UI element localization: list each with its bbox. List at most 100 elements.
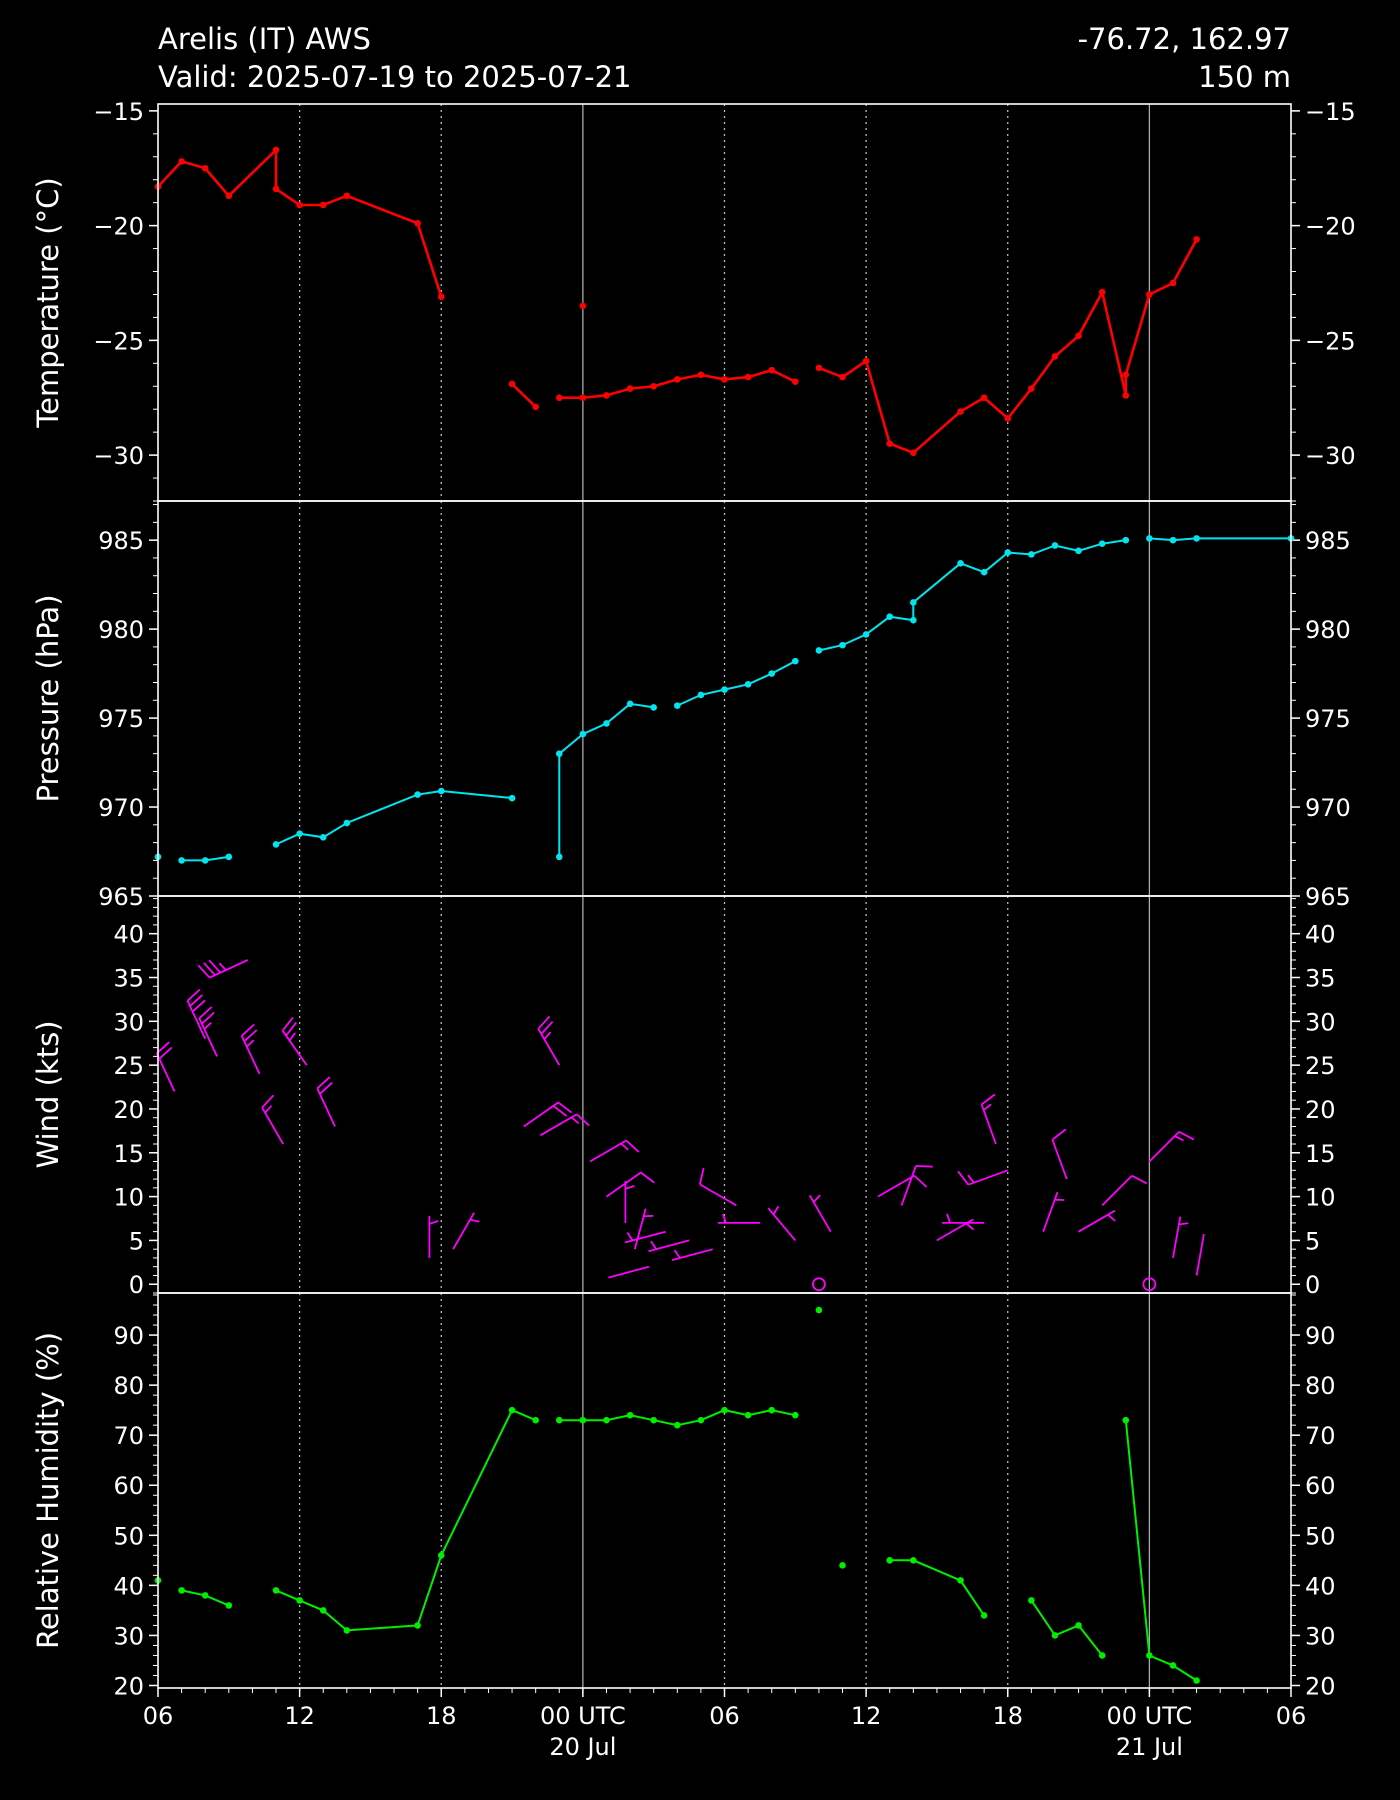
humidity-data-point <box>319 1607 327 1614</box>
humidity-data-point <box>1051 1632 1059 1639</box>
pressure-data-point <box>957 559 964 567</box>
y-tick-label: 60 <box>113 1472 144 1500</box>
temperature-series-line <box>511 383 537 408</box>
y-tick-label: 50 <box>113 1522 144 1550</box>
y-tick-label: −15 <box>93 98 144 126</box>
pressure-data-point <box>555 750 563 757</box>
pressure-data-point <box>343 819 351 827</box>
wind-barb <box>605 1171 655 1198</box>
temperature-data-point <box>1146 291 1153 298</box>
wind-barb <box>1078 1209 1116 1233</box>
y-tick-label: 25 <box>1305 1052 1336 1080</box>
pressure-data-point <box>579 730 587 738</box>
x-tick-label: 06 <box>1276 1702 1307 1730</box>
y-tick-label: 985 <box>98 527 144 555</box>
wind-barb <box>523 1101 573 1128</box>
y-tick-label: 5 <box>1305 1227 1320 1255</box>
pressure-data-point <box>839 641 846 649</box>
y-tick-label: 20 <box>113 1096 144 1124</box>
pressure-series-line <box>818 539 1126 652</box>
y-tick-label: 20 <box>1305 1672 1336 1700</box>
y-tick-label: −30 <box>93 442 144 470</box>
humidity-axis-label: Relative Humidity (%) <box>31 1332 65 1649</box>
x-tick-date-label: 21 Jul <box>1116 1733 1183 1761</box>
temperature-data-point <box>697 371 705 379</box>
temperature-data-point <box>296 201 303 209</box>
humidity-data-point <box>296 1597 303 1604</box>
y-tick-label: 90 <box>1305 1322 1336 1350</box>
humidity-data-point <box>1098 1652 1106 1659</box>
temperature-data-point <box>603 392 610 399</box>
wind-barb <box>198 1006 218 1057</box>
wind-barb <box>281 1016 308 1066</box>
pressure-data-point <box>886 613 894 620</box>
temperature-data-point <box>1122 371 1130 379</box>
y-tick-label: 35 <box>113 965 144 993</box>
wind-barb <box>608 1265 650 1279</box>
y-tick-label: 980 <box>98 616 144 644</box>
y-tick-label: 50 <box>1305 1522 1336 1550</box>
y-tick-label: −20 <box>93 213 144 241</box>
wind-barb <box>957 1169 1009 1186</box>
pressure-data-point <box>1193 535 1200 542</box>
x-tick-label: 06 <box>143 1702 174 1730</box>
pressure-data-point <box>768 670 776 677</box>
y-tick-label: 30 <box>113 1008 144 1036</box>
y-tick-label: 30 <box>113 1622 144 1650</box>
y-tick-label: 40 <box>1305 1572 1336 1600</box>
pressure-axis-label: Pressure (hPa) <box>31 594 65 802</box>
wind-barb <box>767 1205 796 1241</box>
y-tick-label: 80 <box>1305 1372 1336 1400</box>
temperature-data-point <box>1169 279 1177 287</box>
x-tick-label: 00 UTC <box>1107 1702 1193 1730</box>
y-tick-label: 25 <box>113 1052 144 1080</box>
pressure-data-point <box>980 568 988 576</box>
temperature-data-point <box>1193 236 1200 243</box>
wind-barb <box>1195 1233 1205 1276</box>
pressure-data-point <box>626 700 634 708</box>
wind-barb <box>261 1094 284 1145</box>
humidity-data-point <box>1146 1652 1153 1659</box>
wind-panel: 0 0 5 5 10 10 15 15 20 20 25 25 30 30 35 35 40 40 Wind (kt… <box>31 895 1336 1299</box>
pressure-data-point <box>178 857 185 864</box>
wind-barb <box>197 959 249 979</box>
temperature-data-point <box>414 220 421 227</box>
pressure-data-point <box>296 830 303 838</box>
wind-barb <box>808 1194 832 1233</box>
humidity-data-point <box>1122 1416 1130 1424</box>
humidity-data-point <box>272 1587 280 1594</box>
y-tick-label: 975 <box>1305 705 1351 733</box>
pressure-data-point <box>910 599 917 606</box>
y-tick-label: 5 <box>129 1227 144 1255</box>
x-tick-label: 18 <box>426 1702 457 1730</box>
calm-wind-marker <box>1142 1277 1157 1292</box>
temperature-data-point <box>744 373 752 381</box>
pressure-data-point <box>1051 542 1059 549</box>
y-tick-label: 70 <box>113 1422 144 1450</box>
x-tick-label: 12 <box>284 1702 315 1730</box>
wind-barb <box>648 1239 690 1253</box>
y-tick-label: 20 <box>1305 1096 1336 1124</box>
humidity-series-line <box>1030 1599 1103 1657</box>
temperature-data-point <box>579 302 587 310</box>
humidity-data-point <box>437 1552 445 1559</box>
pressure-data-point <box>910 616 917 624</box>
temperature-data-point <box>343 192 351 200</box>
humidity-data-point <box>178 1587 185 1594</box>
pressure-data-point <box>225 853 233 861</box>
y-tick-label: 0 <box>1305 1271 1320 1299</box>
wind-barb <box>1101 1174 1148 1207</box>
humidity-data-point <box>673 1421 681 1429</box>
y-tick-label: 60 <box>1305 1472 1336 1500</box>
temperature-data-point <box>673 376 681 383</box>
humidity-panel: 20 20 30 30 40 40 50 50 60 60 70 70 80 80 90 90 Relative… <box>31 1292 1336 1700</box>
humidity-data-point <box>768 1406 776 1414</box>
temperature-data-point <box>1122 392 1130 399</box>
temperature-data-point <box>792 378 799 385</box>
wind-barb <box>980 1093 997 1145</box>
temperature-data-point <box>721 376 728 383</box>
humidity-data-point <box>579 1416 587 1424</box>
y-tick-label: 10 <box>1305 1184 1336 1212</box>
wind-barb <box>699 1167 737 1207</box>
